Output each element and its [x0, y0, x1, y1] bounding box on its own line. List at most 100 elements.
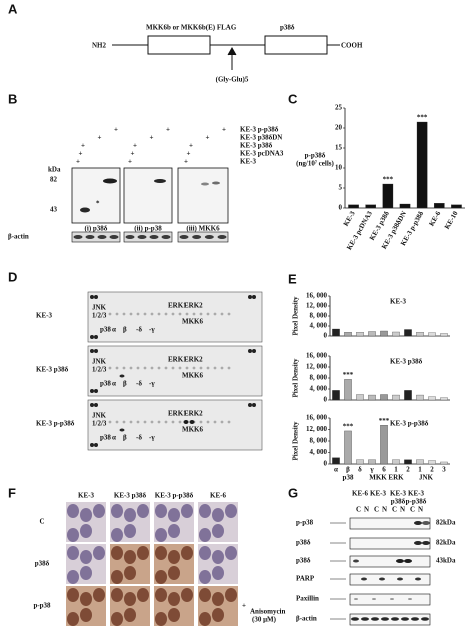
band	[137, 235, 147, 239]
fraction: N	[382, 506, 387, 514]
label: 82	[50, 176, 58, 184]
band	[149, 235, 159, 239]
spot	[122, 366, 126, 370]
spot	[122, 312, 126, 316]
annotation: ***	[417, 114, 428, 122]
cell	[212, 550, 224, 564]
label: (30 μM)	[252, 616, 277, 624]
spot	[183, 420, 189, 424]
label: (Gly-Glu)5	[216, 76, 249, 84]
fraction: C	[392, 506, 397, 514]
band	[179, 235, 189, 239]
spot	[143, 420, 147, 424]
array-label: p38	[100, 326, 111, 334]
spot	[119, 374, 125, 378]
cell	[93, 504, 105, 518]
band	[381, 617, 389, 621]
y-tick-label: 8, 000	[310, 374, 328, 382]
array-label: -γ	[149, 434, 155, 442]
bar	[348, 204, 359, 209]
cell	[80, 508, 92, 522]
cell	[155, 546, 167, 560]
y-tick-label: 8, 000	[310, 437, 328, 445]
cell	[80, 592, 92, 606]
band	[390, 598, 394, 600]
bar	[416, 459, 424, 465]
cell	[155, 528, 167, 542]
size-label: 82kDa	[436, 519, 456, 527]
plus: +	[150, 134, 154, 142]
actin-strip	[71, 231, 121, 243]
plus: +	[189, 142, 193, 150]
spot	[213, 312, 217, 316]
band	[204, 235, 214, 239]
band	[414, 521, 422, 525]
spot	[227, 420, 231, 424]
band	[361, 617, 369, 621]
spot	[150, 366, 154, 370]
bar	[332, 328, 340, 337]
cell	[124, 608, 136, 622]
plus: +	[98, 134, 102, 142]
y-tick-label: 12, 000	[306, 302, 328, 310]
cell	[225, 546, 237, 560]
blot	[123, 167, 173, 224]
x-tick-label: 3	[442, 466, 446, 474]
y-tick-label: 12, 000	[306, 425, 328, 433]
band	[372, 598, 376, 600]
spot	[143, 366, 147, 370]
label: +	[242, 602, 246, 610]
spot	[185, 312, 189, 316]
cell	[168, 592, 180, 606]
x-tick-label: β	[346, 466, 350, 474]
y-tick-label: 4, 000	[310, 322, 328, 330]
cell	[155, 588, 167, 602]
cell	[80, 550, 92, 564]
cell	[168, 608, 180, 622]
cell	[111, 570, 123, 584]
band	[192, 235, 202, 239]
row-label: p-p38	[296, 519, 314, 527]
band	[80, 207, 90, 213]
array-label: JNK	[92, 412, 107, 420]
spot	[115, 312, 119, 316]
cell	[181, 546, 193, 560]
cell	[67, 528, 79, 542]
cell	[199, 504, 211, 518]
spot	[164, 312, 168, 316]
label: *	[96, 200, 100, 208]
cell	[111, 588, 123, 602]
annotation: ***	[343, 371, 354, 379]
band	[351, 617, 359, 621]
plus: +	[187, 150, 191, 158]
plus: +	[206, 134, 210, 142]
spot	[171, 366, 175, 370]
band	[125, 235, 135, 239]
column-label: KE-3	[408, 490, 424, 498]
y-label: p-p38δ	[305, 152, 326, 160]
cell	[212, 524, 224, 538]
bar	[416, 121, 428, 209]
cell	[137, 546, 149, 560]
spot	[108, 312, 112, 316]
cell	[137, 504, 149, 518]
cell	[124, 592, 136, 606]
array-label: ERK1	[168, 356, 187, 364]
annotation: ***	[343, 423, 354, 431]
sample-label: KE-3 p38δ	[36, 366, 69, 374]
row-label: KE-3 pcDNA3	[240, 150, 284, 158]
array-label: α	[112, 380, 116, 388]
array-label: α	[112, 326, 116, 334]
spot	[227, 312, 231, 316]
y-tick-label: 10	[335, 164, 343, 172]
blot-label: (iii) MKK6	[186, 225, 220, 233]
array-label: -δ	[136, 326, 142, 334]
plus: +	[114, 126, 118, 134]
cell	[212, 608, 224, 622]
chart-title: KE-3 p-p38δ	[390, 420, 429, 428]
bar	[365, 204, 377, 209]
bar	[404, 459, 412, 465]
y-tick-label: 0	[324, 396, 328, 404]
cell	[67, 546, 79, 560]
